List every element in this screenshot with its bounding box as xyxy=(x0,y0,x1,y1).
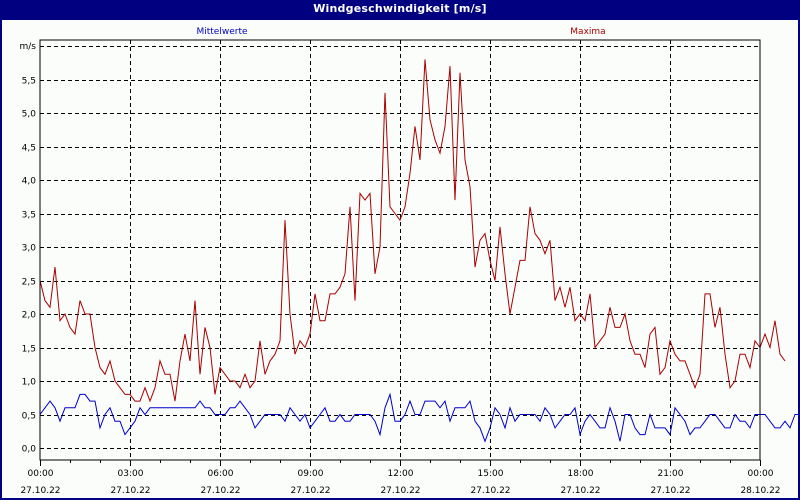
window-title: Windgeschwindigkeit [m/s] xyxy=(313,2,487,15)
x-axis: 00:00 27.10.22 03:00 27.10.22 06:00 27.10.22 0… xyxy=(20,460,781,496)
x-tick-time: 21:00 xyxy=(658,469,684,479)
x-tick-time: 06:00 xyxy=(208,469,234,479)
y-axis: 0,0 0,5 1,0 1,5 2,0 2,5 3,0 3,5 4,0 4,5 5,0 5,5 m/s xyxy=(20,42,37,455)
x-tick-date: 28.10.22 xyxy=(740,486,780,496)
y-tick-label: 1,5 xyxy=(22,345,36,355)
y-tick-label: 5,5 xyxy=(22,77,36,87)
x-tick-date: 27.10.22 xyxy=(290,486,330,496)
grid-lines xyxy=(40,40,760,460)
x-tick-time: 18:00 xyxy=(568,469,594,479)
y-tick-label: 0,5 xyxy=(22,412,36,422)
x-tick-time: 00:00 xyxy=(748,469,774,479)
y-tick-label: 0,0 xyxy=(22,445,37,455)
y-tick-label: 3,0 xyxy=(22,244,37,254)
x-tick-time: 15:00 xyxy=(478,469,504,479)
x-tick-time: 09:00 xyxy=(298,469,324,479)
y-tick-label: 2,5 xyxy=(22,278,36,288)
x-tick-time: 00:00 xyxy=(28,469,54,479)
y-unit-label: m/s xyxy=(20,42,37,52)
x-tick-date: 27.10.22 xyxy=(650,486,690,496)
x-tick-date: 27.10.22 xyxy=(560,486,600,496)
y-tick-label: 3,5 xyxy=(22,211,36,221)
x-tick-date: 27.10.22 xyxy=(20,486,60,496)
x-tick-time: 03:00 xyxy=(118,469,144,479)
x-tick-date: 27.10.22 xyxy=(200,486,240,496)
data-series xyxy=(39,59,800,443)
x-tick-date: 27.10.22 xyxy=(110,486,150,496)
legend-mean: Mittelwerte xyxy=(196,27,247,37)
y-tick-label: 5,0 xyxy=(22,110,37,120)
maxima-line xyxy=(39,59,786,403)
legend-max: Maxima xyxy=(570,27,605,37)
y-tick-label: 2,0 xyxy=(22,311,37,321)
plot-frame xyxy=(39,39,761,461)
x-tick-time: 12:00 xyxy=(388,469,414,479)
y-tick-label: 4,0 xyxy=(22,177,37,187)
x-tick-date: 27.10.22 xyxy=(380,486,420,496)
x-tick-date: 27.10.22 xyxy=(470,486,510,496)
y-tick-label: 1,0 xyxy=(22,378,37,388)
mittelwerte-line xyxy=(39,392,800,443)
y-tick-label: 4,5 xyxy=(22,144,36,154)
